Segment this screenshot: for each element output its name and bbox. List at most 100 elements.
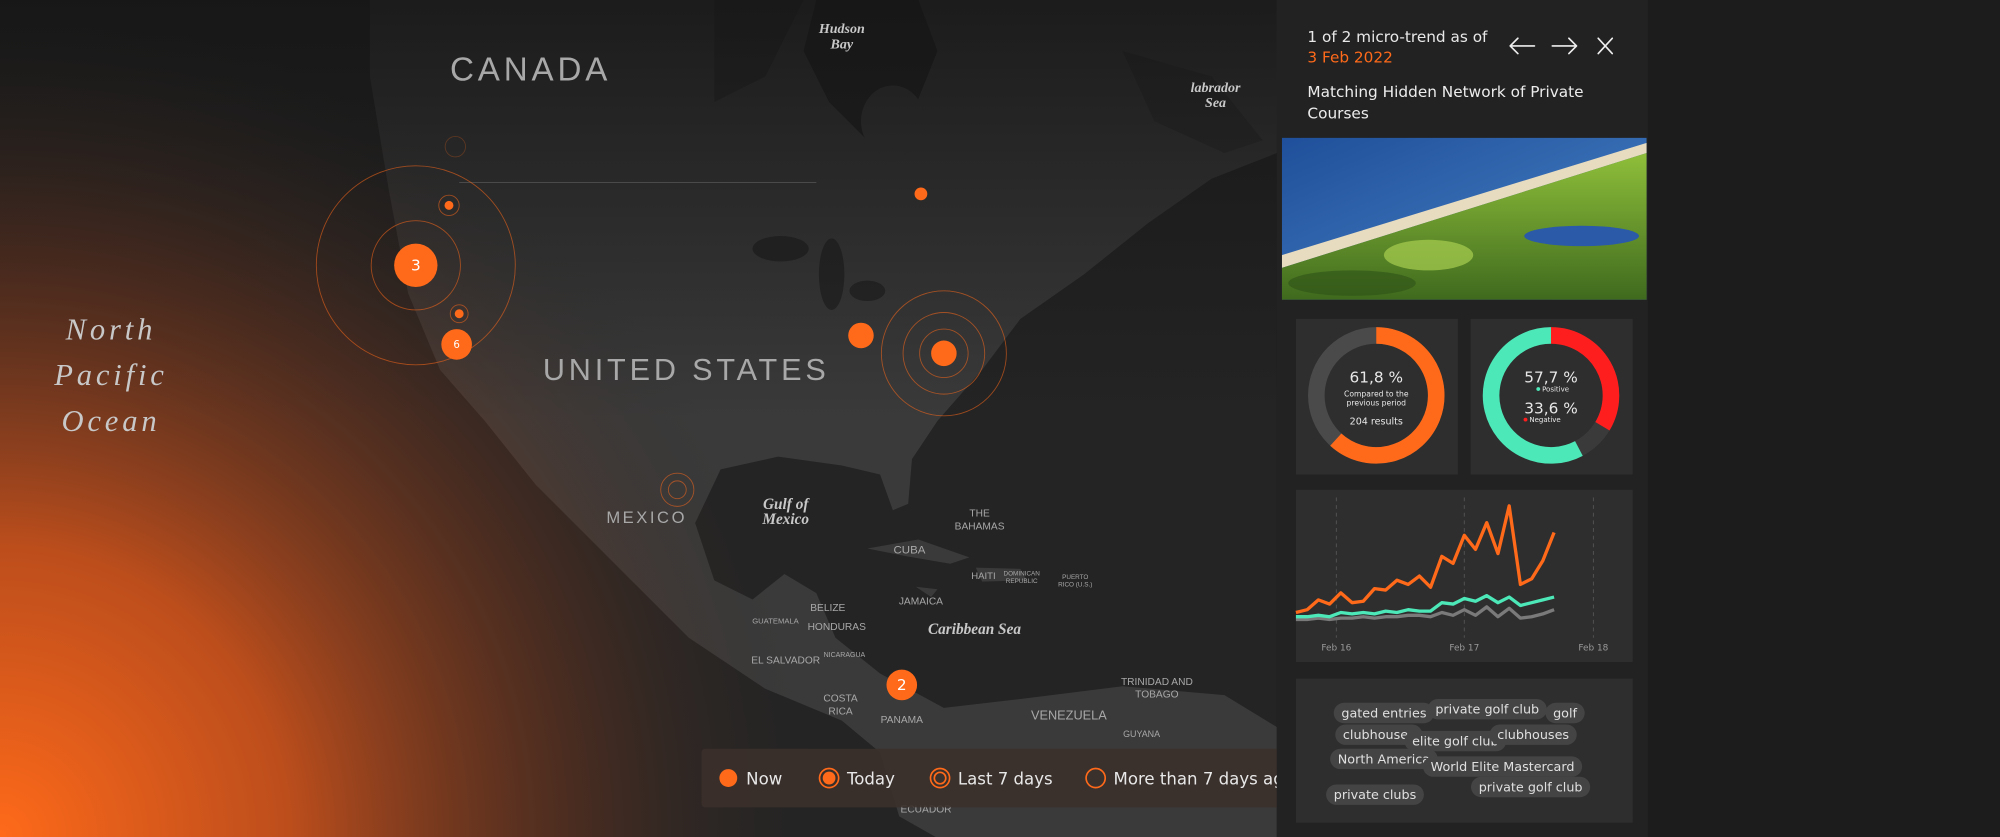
tag-pill [1489,724,1577,745]
x-tick-label: Feb 17 [1449,644,1479,654]
legend-icon [929,767,951,789]
donut-segment [1330,327,1445,464]
donut-segment [1550,327,1620,431]
tag-label: elite golf club [1412,735,1499,750]
marker[interactable] [931,340,957,367]
tag[interactable]: private golf club [1427,698,1547,720]
country-label: PUERTO [1062,574,1088,581]
share-results: 204 results [1350,417,1403,428]
country-label: RICO (U.S.) [1058,582,1092,589]
trend-line [1295,504,1556,615]
tag-pill [1333,702,1435,724]
tag-label: clubhouses [1343,728,1415,743]
marker[interactable] [914,187,928,201]
tag-pill [1422,756,1583,777]
sea-label: Sea [1205,95,1226,111]
tag[interactable]: gated entries [1333,702,1435,724]
marker-dots [394,187,957,701]
sea-label: labrador [1191,80,1241,96]
tag-pill [1404,730,1507,752]
tag[interactable]: North America [1330,748,1438,770]
country-label: MEXICO [606,508,687,527]
marker[interactable] [886,669,918,701]
prev-button[interactable] [1509,37,1536,55]
country-label: ECUADOR [901,804,952,815]
tag[interactable]: World Elite Mastercard [1422,756,1583,777]
country-label: UNITED STATES [543,353,830,387]
tag-label: clubhouses [1497,728,1569,743]
marker[interactable] [444,200,454,210]
donut-segment [1482,327,1583,464]
legend-label[interactable]: Last 7 days [958,769,1053,788]
marker-count: 2 [897,676,907,694]
marker[interactable] [441,329,472,360]
country-label: THE [969,509,990,520]
charts: Feb 16 Feb 17 Feb 18 [1295,327,1620,654]
marker-count: 3 [411,256,421,274]
country-label: CUBA [894,545,926,557]
tags: gated entries private golf club golf clubho… [1326,698,1591,805]
sea-label: Bay [830,36,854,52]
trend-title: Matching Hidden Network of Private Cours… [1307,82,1584,122]
legend: Now Today Last 7 days More than 7 days a… [701,748,1302,808]
country-label: PANAMA [881,715,923,726]
negative-dot [1523,417,1528,422]
sea-label: Gulf of [763,496,810,513]
country-label: VENEZUELA [1031,707,1107,722]
country-label: EL SALVADOR [751,655,820,666]
country-label: CANADA [450,51,611,88]
country-label: REPUBLIC [1006,578,1038,585]
sea-label: Mexico [761,511,809,528]
legend-icon [822,771,836,785]
tag-pill [1330,748,1438,770]
tag[interactable]: clubhouses [1489,724,1577,745]
ocean-label: Ocean [61,404,160,438]
x-tick-label: Feb 18 [1578,644,1608,654]
tag[interactable]: private golf club [1471,776,1591,798]
tag-pill [1335,724,1423,745]
country-label: TOBAGO [1135,690,1178,701]
close-button[interactable] [1597,37,1614,55]
tag-label: gated entries [1341,706,1426,721]
legend-icon [933,771,947,785]
marker[interactable] [848,322,874,349]
trend-date: 3 Feb 2022 [1307,48,1392,66]
title-box: Matching Hidden Network of Private Cours… [1307,82,1584,122]
tag-pill [1326,784,1424,805]
trend-line [1295,594,1555,619]
share-caption: previous period [1347,399,1407,408]
country-label: GUYANA [1123,729,1160,739]
tag-pill [1471,776,1591,798]
legend-label[interactable]: Now [746,769,782,788]
country-label: RICA [828,706,853,717]
tag[interactable]: golf [1545,702,1585,724]
tag[interactable]: private clubs [1326,784,1424,805]
next-button[interactable] [1551,37,1578,55]
negative-name: Negative [1529,415,1560,424]
tag[interactable]: elite golf club [1404,730,1507,752]
tag[interactable]: clubhouses [1335,724,1423,745]
x-tick-label: Feb 16 [1321,644,1351,654]
legend-label[interactable]: Today [846,769,895,788]
country-label: HONDURAS [808,622,867,633]
legend-label[interactable]: More than 7 days ago [1114,769,1294,788]
country-label: TRINIDAD AND [1121,677,1193,688]
tag-pill [1545,702,1585,724]
country-label: COSTA [823,694,858,705]
marker[interactable] [394,243,438,287]
ocean-label: North [65,312,157,346]
country-label: DOMINICAN [1003,570,1040,577]
map-glow [0,0,1277,837]
tag-label: North America [1338,752,1430,767]
country-label: HAITI [971,571,995,582]
marker[interactable] [454,309,464,319]
trend-counter: 1 of 2 micro-trend as of [1307,28,1488,46]
positive-dot [1536,387,1541,391]
map-labels: CANADA UNITED STATES North Pacific Ocean… [53,21,1241,815]
tag-label: golf [1553,706,1577,721]
legend-icon [1085,767,1107,789]
sea-label: Caribbean Sea [928,621,1021,638]
share-value: 61,8 % [1350,369,1403,387]
